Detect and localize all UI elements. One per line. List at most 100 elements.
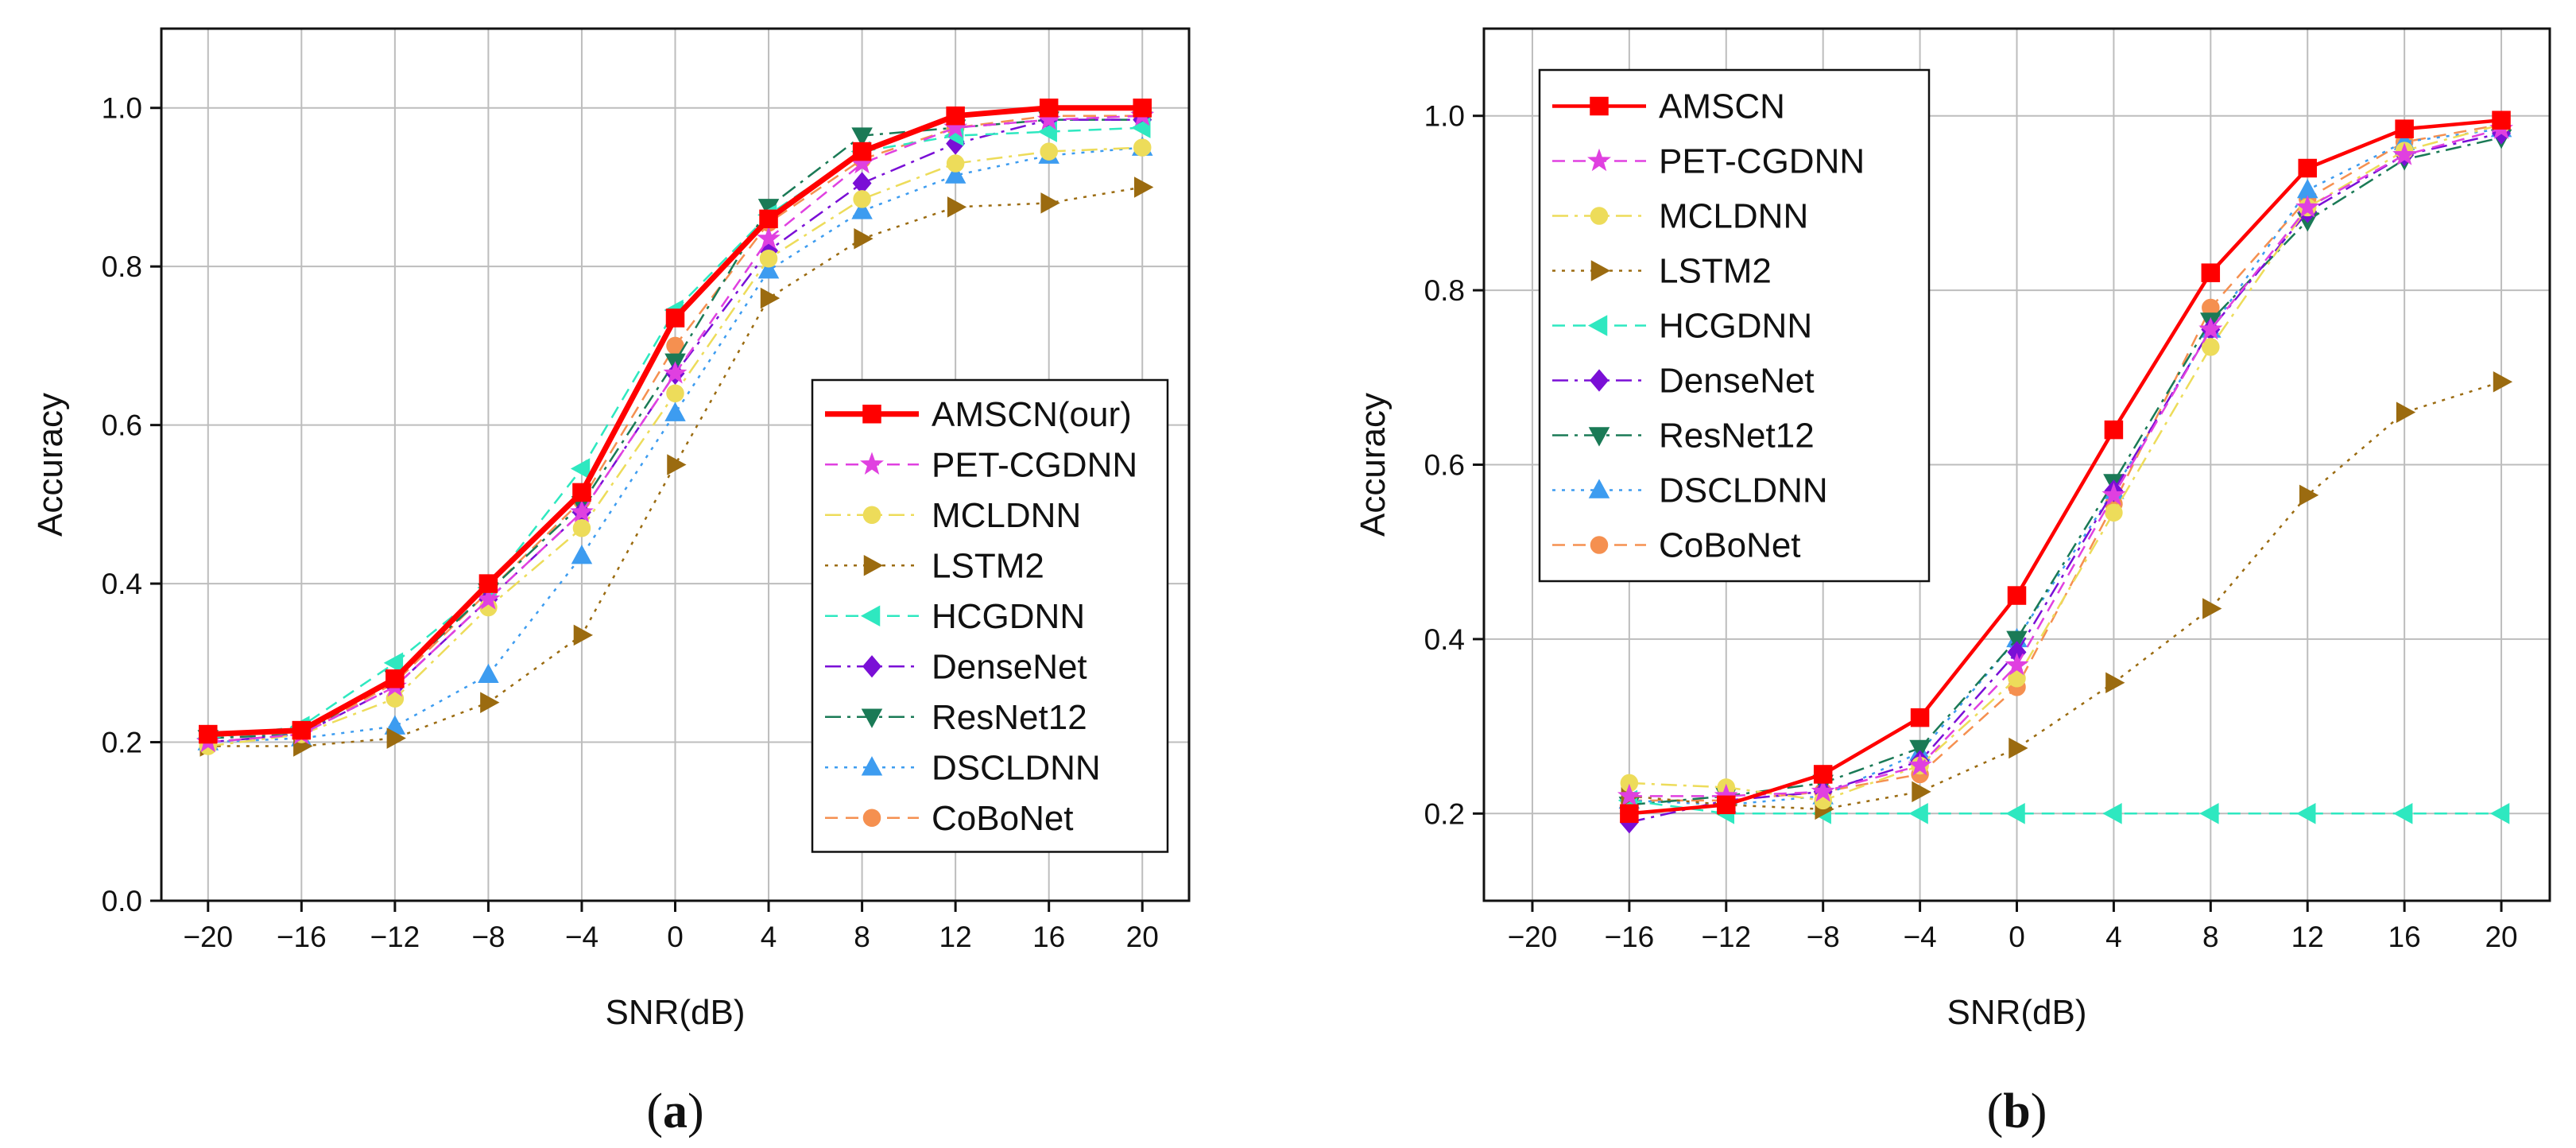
chart-a-ytick-label: 0.2 [102,727,142,759]
chart-a-panel-label: (a) [646,1084,703,1138]
chart-b-legend-marker-pet-cgdnn [1587,148,1611,172]
chart-b-point-amscn [1813,765,1833,784]
chart-b-line-dscldnn [1629,127,2502,806]
chart-a-series [196,98,1155,757]
chart-b-legend-item-cobonet: CoBoNet [1552,526,1801,565]
chart-b-line-lstm2 [1629,381,2502,811]
chart-b-point-pet-cgdnn [2101,483,2126,506]
chart-a-point-mcldnn [853,190,871,208]
chart-b-point-resnet12 [2006,630,2028,650]
chart-a-xtick-label: −4 [565,921,598,953]
chart-a-xtick-label: 8 [854,921,870,953]
chart-b-point-mcldnn [2105,503,2123,522]
chart-b: −20 −16 −12 −8 −4 0 4 8 12 16 20 0.2 0.4 0.6 0.8 1.0 SNR… [1354,27,2551,1138]
chart-b-ytick-label: 0.6 [1424,449,1465,482]
chart-a-point-hcgdnn [570,458,591,479]
chart-a-legend-marker-densenet [862,655,881,678]
chart-a-legend-label-dscldnn: DSCLDNN [932,748,1101,787]
chart-b-xtick-label: 20 [2485,921,2517,953]
chart-a-legend-item-mcldnn: MCLDNN [825,496,1081,535]
chart-a-point-lstm2 [1133,176,1154,198]
chart-b-legend-item-hcgdnn: HCGDNN [1552,307,1812,346]
chart-b-xtick-label: −4 [1903,921,1936,953]
chart-b-point-hcgdnn [2199,803,2219,824]
chart-a-point-dscldnn [571,545,593,564]
chart-b-point-lstm2 [2396,401,2416,423]
chart-b-legend-label-hcgdnn: HCGDNN [1659,307,1812,346]
chart-a-xtick-label: −8 [471,921,505,953]
chart-b-line-densenet [1629,132,2502,824]
chart-b-series-amscn [1620,111,2511,824]
chart-b-legend-marker-cobonet [1590,536,1609,554]
chart-b-xtick-label: 8 [2202,921,2219,953]
chart-a-xtick-label: 0 [667,921,684,953]
chart-a-point-lstm2 [386,727,406,749]
chart-a-point-lstm2 [1040,192,1060,214]
chart-b-legend-label-amscn: AMSCN [1659,87,1785,126]
chart-b-legend-label-cobonet: CoBoNet [1659,526,1801,565]
chart-a-series-amscn-our [199,98,1152,744]
chart-a-legend-marker-cobonet [862,809,881,827]
chart-a-ytick-label: 1.0 [102,92,142,125]
chart-a-xtick-label: −20 [183,921,233,953]
chart-b-xtick-label: −12 [1701,921,1751,953]
chart-a-legend-label-hcgdnn: HCGDNN [932,597,1085,636]
chart-a-legend-label-mcldnn: MCLDNN [932,496,1081,535]
chart-b-point-pet-cgdnn [2005,653,2029,676]
chart-b-point-amscn [1717,795,1736,815]
chart-a-point-amscn-our [946,106,965,126]
chart-b-point-resnet12 [1909,739,1931,760]
chart-a-point-amscn-our [478,574,498,593]
chart-a-point-lstm2 [667,454,687,475]
chart-b-legend: AMSCN PET-CGDNN MCLDNN LSTM2 HCGDNN DenseNet R… [1538,68,1931,583]
chart-a-point-lstm2 [573,624,594,646]
chart-a-ytick-label: 0.0 [102,885,142,917]
chart-b-ytick-label: 0.2 [1424,797,1465,830]
chart-b-line-amscn [1629,118,2502,816]
chart-b-point-pet-cgdnn [1908,753,1932,776]
chart-b-point-amscn [1620,804,1639,824]
chart-b-point-lstm2 [2299,484,2319,506]
chart-b-point-pet-cgdnn [2392,142,2417,165]
chart-b-legend-marker-resnet12 [1588,427,1610,447]
chart-a-legend-marker-dscldnn [861,756,883,776]
chart-a-point-dscldnn [757,259,780,279]
chart-b-xtick-label: −20 [1508,921,1558,953]
chart-a-point-amscn-our [852,142,872,161]
chart-b-point-dscldnn [2296,178,2318,199]
chart-a-point-amscn-our [385,669,405,688]
chart-b-point-pet-cgdnn [1617,783,1641,807]
chart-a-point-dscldnn [851,200,873,219]
chart-a-legend-label-amscn-our: AMSCN(our) [932,395,1132,434]
chart-b-legend-item-resnet12: ResNet12 [1552,417,1815,456]
chart-b-point-lstm2 [2493,371,2513,393]
chart-b-point-hcgdnn [2296,803,2316,824]
chart-b-legend-marker-hcgdnn [1587,315,1608,336]
chart-b-xtick-label: 4 [2105,921,2122,953]
chart-a-ytick-label: 0.4 [102,568,142,600]
chart-a-xtick-label: 4 [761,921,777,953]
chart-b-ticks: −20 −16 −12 −8 −4 0 4 8 12 16 20 0.2 0.4 0.6 0.8 1.0 [1424,100,2518,953]
chart-b-legend-label-lstm2: LSTM2 [1659,252,1772,291]
chart-b-point-lstm2 [2105,672,2125,694]
chart-b-legend-item-amscn: AMSCN [1552,87,1785,126]
chart-a-legend-label-pet-cgdnn: PET-CGDNN [932,445,1137,484]
chart-b-legend-item-mcldnn: MCLDNN [1552,197,1808,236]
chart-b-point-pet-cgdnn [2295,195,2320,218]
chart-b-legend-marker-mcldnn [1590,207,1609,225]
chart-b-ytick-label: 0.8 [1424,274,1465,307]
chart-a-ytick-label: 0.8 [102,250,142,283]
chart-b-xtick-label: 12 [2291,921,2324,953]
chart-a-legend-label-resnet12: ResNet12 [932,698,1087,737]
chart-a: −20 −16 −12 −8 −4 0 4 8 12 16 20 0.0 0.2 0.4 0.6 0.8 1.0… [31,27,1191,1138]
chart-a-point-amscn-our [199,724,218,744]
chart-a-legend-label-densenet: DenseNet [932,647,1087,686]
chart-b-point-hcgdnn [2489,803,2510,824]
chart-b-point-hcgdnn [2102,803,2122,824]
chart-b-point-amscn [2298,158,2317,178]
chart-a-point-lstm2 [854,228,874,250]
chart-a-legend-item-amscn-our: AMSCN(our) [825,395,1132,434]
chart-b-legend-marker-densenet [1590,369,1609,392]
chart-a-point-hcgdnn [383,652,404,674]
chart-a-legend-marker-hcgdnn [860,605,881,627]
